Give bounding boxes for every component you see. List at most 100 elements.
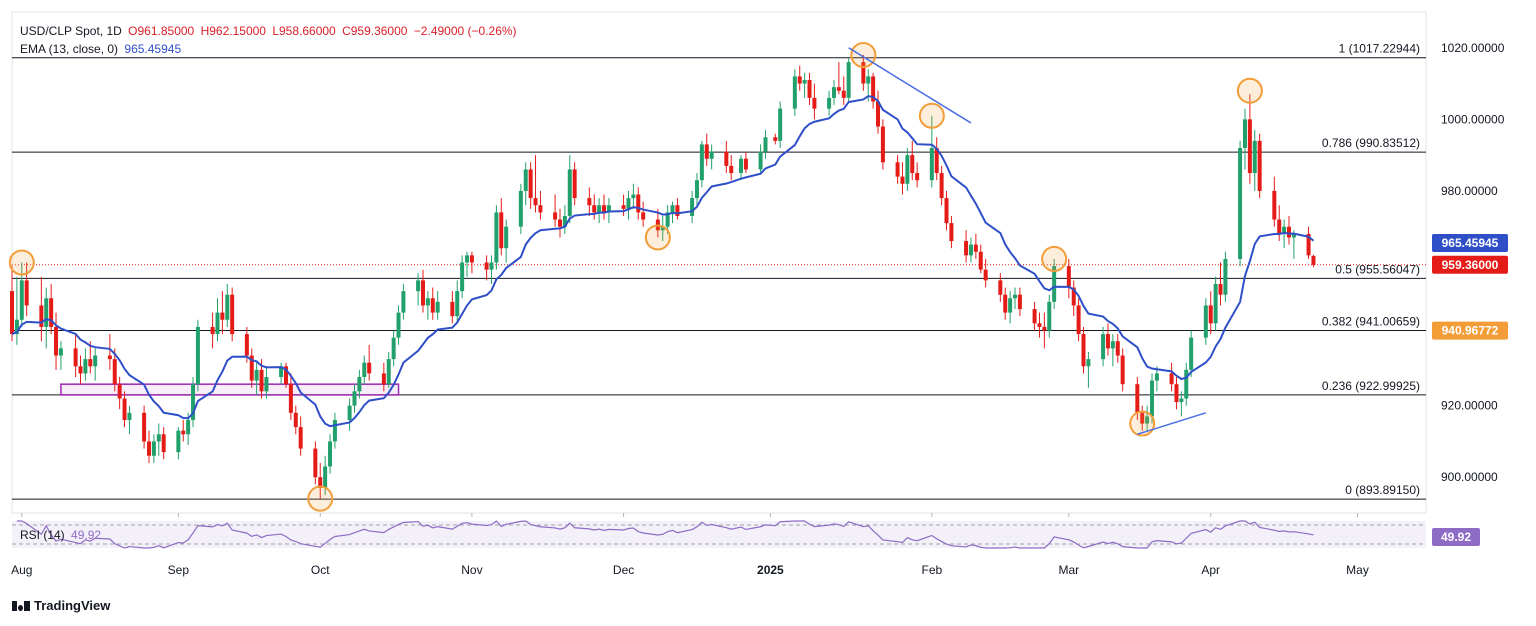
candle-body	[489, 262, 494, 270]
candle-body	[39, 305, 44, 327]
price-badge	[1432, 321, 1508, 340]
ohlc-legend: USD/CLP Spot, 1D O961.85000 H962.15000 L…	[20, 24, 520, 38]
candle-body	[567, 169, 572, 216]
candle-body	[161, 434, 166, 453]
candle-body	[983, 269, 988, 281]
candle-body	[1223, 258, 1228, 295]
candle-body	[332, 419, 337, 442]
candle-body	[1179, 398, 1184, 403]
candle-body	[763, 137, 768, 152]
highlight-circle	[918, 102, 945, 129]
candle-body	[1013, 294, 1018, 299]
price-tick-label: 1020.00000	[1441, 41, 1505, 55]
candle-body	[44, 298, 49, 327]
candle-body	[1306, 233, 1311, 256]
candle-body	[1247, 119, 1252, 174]
candle-body	[743, 158, 748, 170]
highlight-circle	[644, 224, 671, 251]
price-badge	[1432, 255, 1508, 274]
candle-body	[146, 441, 151, 456]
candle-body	[1213, 283, 1218, 324]
rsi-line	[16, 520, 1314, 549]
rsi-pane: 49.92	[12, 520, 1480, 549]
time-tick-label: Mar	[1058, 563, 1079, 577]
candle-body	[1257, 140, 1262, 191]
candle-body	[244, 334, 249, 356]
price-badge-label: 965.45945	[1442, 236, 1499, 250]
candle-body	[944, 198, 949, 224]
candle-body	[430, 298, 435, 313]
candle-body	[318, 477, 323, 488]
candle-body	[352, 391, 357, 406]
low-value: L958.66000	[272, 24, 336, 38]
candle-body	[1140, 412, 1145, 424]
candle-body	[1145, 416, 1150, 424]
candle-body	[1071, 287, 1076, 306]
candle-body	[1238, 147, 1243, 259]
candle-body	[631, 194, 636, 199]
candle-body	[83, 359, 88, 374]
candle-body	[1150, 380, 1155, 417]
candle-body	[225, 294, 230, 320]
support-rectangle	[60, 383, 400, 396]
candle-body	[641, 212, 646, 220]
time-tick-label: Nov	[461, 563, 482, 577]
candle-body	[293, 412, 298, 428]
candle-body	[416, 280, 421, 292]
candle-body	[112, 359, 117, 385]
candle-body	[347, 405, 352, 420]
candle-body	[401, 291, 406, 313]
fib-label: 0 (893.89150)	[1345, 483, 1420, 497]
candle-body	[880, 126, 885, 163]
rsi-legend[interactable]: RSI (14) 49.92	[20, 528, 104, 542]
candle-body	[797, 76, 802, 84]
chart-grid	[11, 11, 1427, 514]
candle-body	[494, 212, 499, 263]
candle-body	[523, 169, 528, 191]
highlight-circle	[850, 41, 877, 68]
candle-body	[259, 369, 264, 392]
candle-body	[191, 384, 196, 420]
candle-body	[724, 151, 729, 166]
candle-body	[572, 169, 577, 199]
candle-body	[533, 198, 538, 206]
change-value: −2.49000 (−0.26%)	[413, 24, 517, 38]
trend-line	[1137, 412, 1207, 435]
candle-body	[538, 205, 543, 213]
highlight-circle	[307, 485, 334, 512]
tradingview-icon	[12, 600, 30, 611]
candle-body	[357, 377, 362, 392]
candle-body	[469, 255, 474, 263]
ema-legend[interactable]: EMA (13, close, 0) 965.45945	[20, 42, 184, 56]
rsi-badge	[1432, 528, 1480, 546]
candle-body	[313, 448, 318, 478]
candle-body	[386, 359, 391, 385]
fib-label: 0.236 (922.99925)	[1322, 379, 1420, 393]
candle-body	[1282, 226, 1287, 234]
candle-body	[871, 76, 876, 102]
candle-body	[1135, 384, 1140, 413]
time-axis: Aug Sep Oct Nov Dec 2025 Feb Mar Apr May	[11, 513, 1369, 577]
symbol-label[interactable]: USD/CLP Spot, 1D	[20, 24, 122, 38]
tradingview-logo[interactable]: TradingView	[12, 598, 110, 613]
time-tick-label: 2025	[757, 563, 784, 577]
candle-body	[518, 190, 523, 227]
candle-body	[425, 298, 430, 306]
annotations	[8, 41, 1263, 512]
price-badge	[1432, 233, 1508, 252]
candle-body	[978, 251, 983, 270]
candle-body	[1169, 373, 1174, 385]
candle-body	[381, 373, 386, 385]
candle-body	[455, 291, 460, 317]
time-tick-label: Sep	[168, 563, 190, 577]
candle-body	[362, 362, 367, 378]
ema-line	[11, 95, 1315, 428]
time-tick-label: May	[1346, 563, 1369, 577]
candle-body	[93, 355, 98, 367]
candle-body	[215, 312, 220, 335]
candle-body	[195, 326, 200, 385]
trend-line	[848, 47, 972, 124]
candle-body	[939, 173, 944, 199]
highlight-circle	[8, 249, 35, 276]
